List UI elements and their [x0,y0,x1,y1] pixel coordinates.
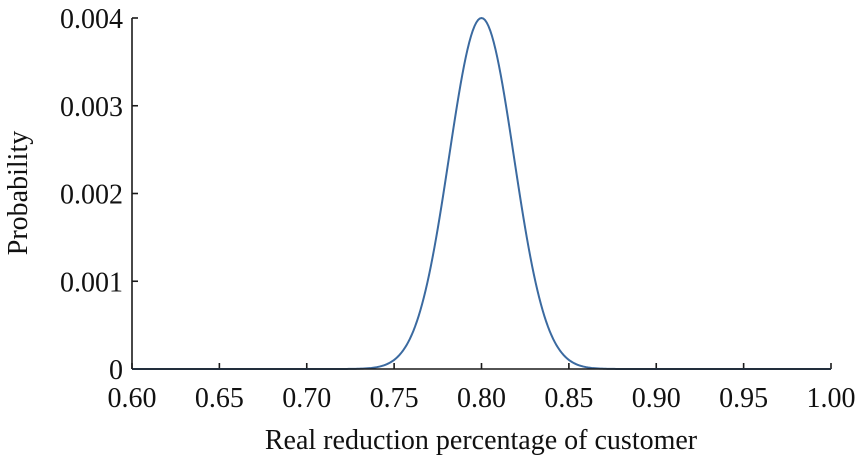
y-tick-label: 0 [109,355,123,386]
series-line [132,16,831,370]
x-tick-label: 0.65 [195,383,244,414]
y-axis-ticks: 0 0.001 0.002 0.003 0.004 [60,4,138,386]
x-tick-label: 0.75 [370,383,419,414]
y-tick-label: 0.003 [60,92,123,123]
x-tick-label: 1.00 [807,383,856,414]
x-tick-label: 0.95 [719,383,768,414]
x-tick-label: 0.90 [632,383,681,414]
x-tick-label: 0.85 [544,383,593,414]
x-axis-title: Real reduction percentage of customer [265,425,698,456]
y-tick-label: 0.004 [60,4,123,35]
y-axis-title: Probability [3,131,34,255]
y-tick-label: 0.001 [60,267,123,298]
x-tick-label: 0.60 [108,383,157,414]
x-tick-label: 0.70 [282,383,331,414]
x-axis-ticks: 0.60 0.65 0.70 0.75 0.80 0.85 0.90 0.95 1.00 [108,363,856,414]
x-tick-label: 0.80 [457,383,506,414]
y-tick-label: 0.002 [60,180,123,211]
